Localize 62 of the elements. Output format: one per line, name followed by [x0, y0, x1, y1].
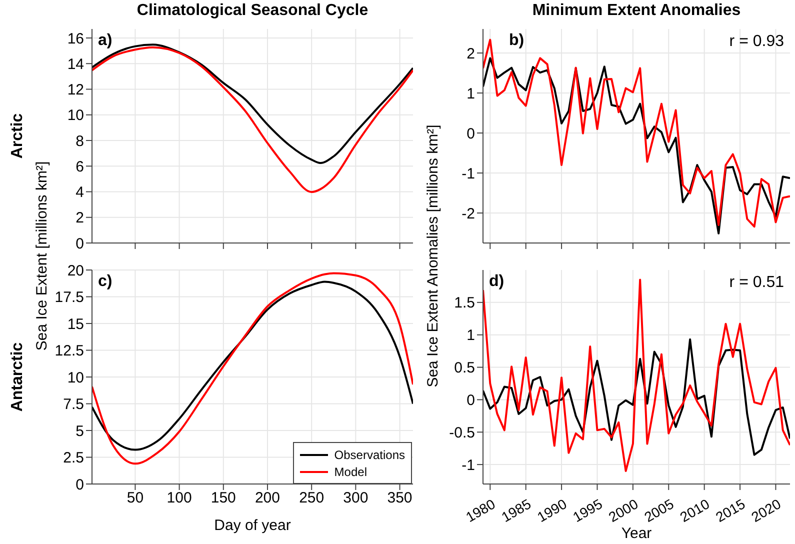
chart-title: Climatological Seasonal Cycle	[136, 2, 370, 20]
x-axis-title: Day of year	[213, 517, 292, 534]
y-tick-label: 0	[76, 235, 84, 252]
y-tick-label: 12	[67, 82, 84, 99]
y-tick-label: 0	[466, 392, 475, 410]
x-tick-label: 50	[126, 490, 144, 507]
line-series	[483, 338, 790, 456]
y-tick-label: 20	[67, 262, 84, 280]
chart-title: Minimum Extent Anomalies	[531, 2, 742, 20]
text: Arctic	[9, 113, 27, 159]
annotation: c)	[98, 273, 112, 291]
y-tick-label: 0	[76, 476, 84, 494]
y-tick-label: -1	[462, 165, 475, 182]
y-tick-label: 2	[466, 45, 475, 62]
y-tick-label: 1.5	[454, 294, 475, 312]
legend-label: Model	[334, 464, 367, 478]
y-tick-label: 8	[76, 132, 84, 150]
y-tick-label: 0	[466, 125, 475, 142]
y-tick-label: 7.5	[63, 396, 84, 414]
text: Antarctic	[9, 342, 27, 412]
y-tick-label: 12.5	[54, 342, 84, 360]
x-tick-label: 2010	[677, 496, 712, 526]
y-tick-label: 0.5	[454, 360, 475, 377]
y-tick-label: 6	[76, 158, 84, 176]
y-tick-label: 4	[76, 184, 84, 202]
annotation: r = 0.51	[729, 274, 784, 292]
x-tick-label: 2000	[606, 496, 641, 526]
y-tick-label: 2	[76, 210, 84, 227]
y-tick-label: 10	[67, 369, 84, 386]
annotation: d)	[489, 273, 504, 291]
x-tick-label: 2020	[748, 496, 784, 526]
x-tick-label: 150	[210, 490, 236, 507]
x-tick-label: 1995	[570, 496, 606, 526]
x-tick-label: 1985	[498, 496, 534, 526]
y-tick-label: 17.5	[54, 289, 84, 306]
annotation: a)	[98, 32, 112, 50]
y-tick-label: -2	[462, 205, 475, 222]
x-tick-label: 1980	[462, 496, 498, 526]
x-tick-label: 250	[299, 490, 324, 507]
y-axis-title: Sea Ice Extent [millions km²]	[34, 161, 50, 351]
legend-label: Observations	[334, 448, 405, 462]
y-tick-label: 10	[67, 107, 84, 124]
x-axis-title: Year	[620, 525, 653, 542]
y-axis-title: Sea Ice Extent Anomalies [millions km²]	[424, 124, 442, 388]
y-tick-label: 1	[466, 85, 475, 102]
y-tick-label: 15	[67, 316, 84, 333]
x-tick-label: 1990	[534, 496, 570, 526]
y-tick-label: 1	[466, 327, 475, 344]
annotation: b)	[509, 32, 524, 50]
y-tick-label: 5	[76, 422, 84, 440]
annotation: r = 0.93	[729, 33, 784, 51]
y-tick-label: -1	[462, 456, 475, 474]
x-tick-label: 100	[166, 490, 192, 507]
x-tick-label: 2015	[712, 496, 748, 526]
x-tick-label: 300	[343, 490, 368, 507]
x-tick-label: 200	[254, 490, 280, 507]
x-tick-label: 350	[387, 490, 412, 507]
x-tick-label: 2005	[641, 496, 677, 526]
y-tick-label: -0.5	[449, 424, 475, 442]
y-tick-label: 2.5	[63, 450, 84, 467]
y-tick-label: 14	[67, 56, 84, 73]
y-tick-label: 16	[67, 30, 84, 48]
